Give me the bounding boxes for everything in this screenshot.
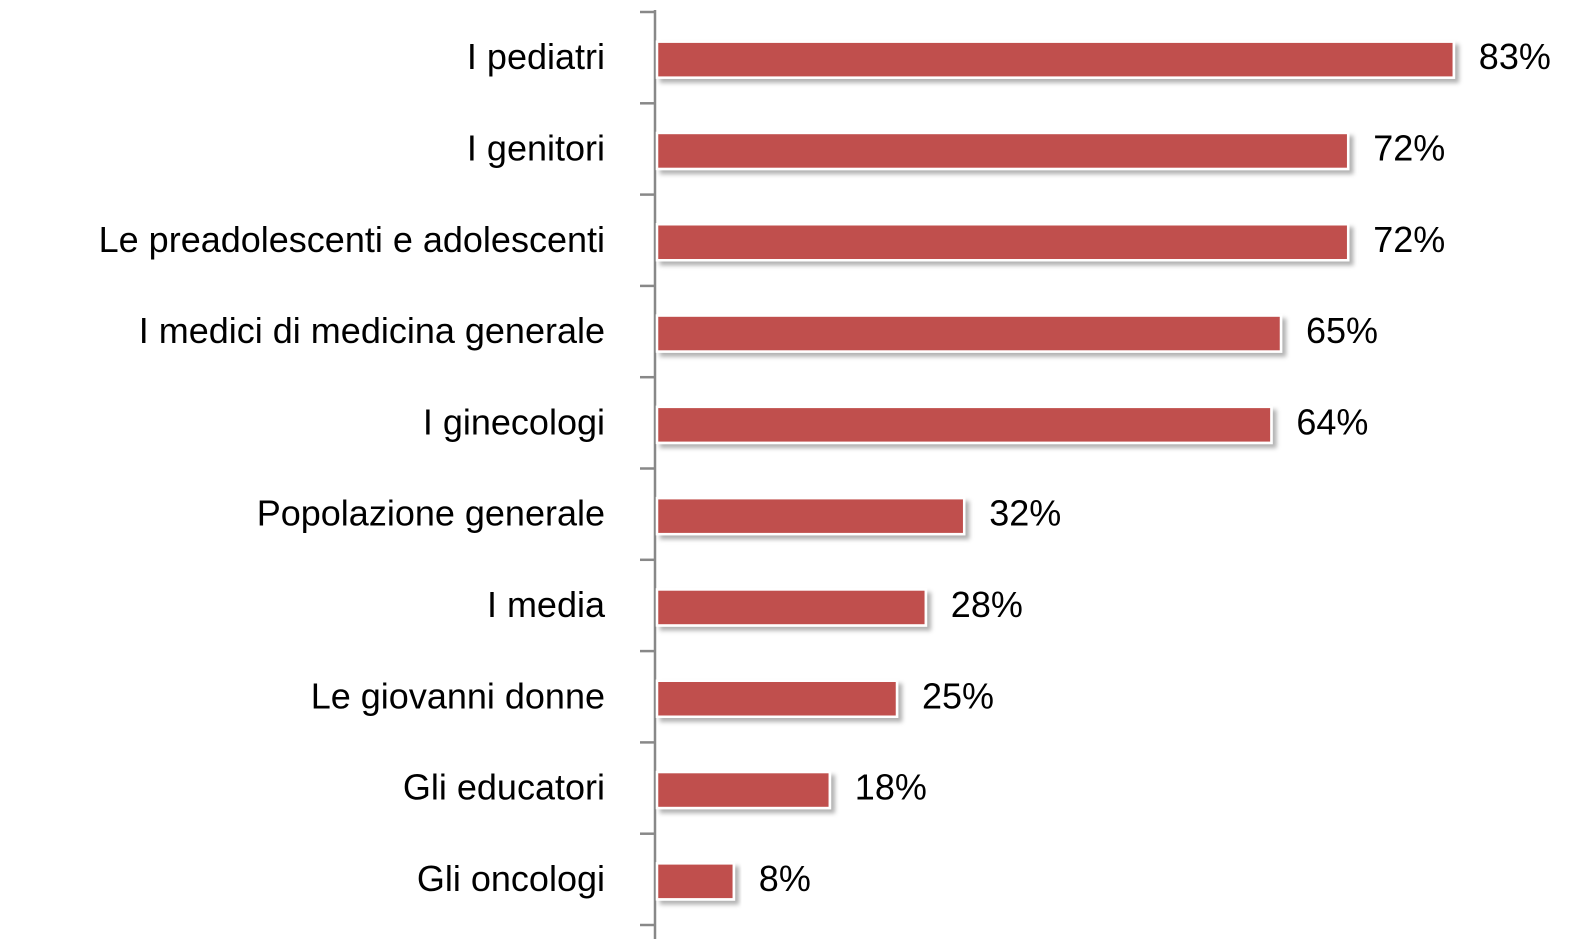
value-label: 65%: [1306, 310, 1378, 351]
category-label: I medici di medicina generale: [139, 310, 605, 351]
category-label: Gli educatori: [403, 767, 605, 808]
category-label: Le preadolescenti e adolescenti: [99, 219, 605, 260]
category-label: Le giovanni donne: [311, 675, 605, 716]
value-label: 83%: [1479, 36, 1551, 77]
value-label: 72%: [1373, 219, 1445, 260]
category-label: I media: [487, 584, 606, 625]
bar: [655, 862, 736, 901]
value-label: 18%: [855, 767, 927, 808]
bar: [655, 770, 832, 810]
bar: [655, 588, 928, 627]
category-label: Gli oncologi: [417, 858, 605, 899]
bar: [655, 496, 966, 536]
bar: [655, 679, 899, 718]
value-label: 8%: [759, 858, 811, 899]
category-label: Popolazione generale: [257, 493, 605, 534]
category-label: I ginecologi: [423, 401, 605, 442]
category-label: I pediatri: [467, 36, 605, 77]
bar: [655, 40, 1456, 79]
value-label: 32%: [989, 493, 1061, 534]
category-label: I genitori: [467, 127, 605, 168]
bar: [655, 223, 1350, 262]
value-label: 64%: [1296, 401, 1368, 442]
bar: [655, 131, 1350, 171]
bar: [655, 314, 1283, 353]
bar: [655, 405, 1273, 445]
value-label: 25%: [922, 675, 994, 716]
value-label: 72%: [1373, 127, 1445, 168]
value-label: 28%: [951, 584, 1023, 625]
